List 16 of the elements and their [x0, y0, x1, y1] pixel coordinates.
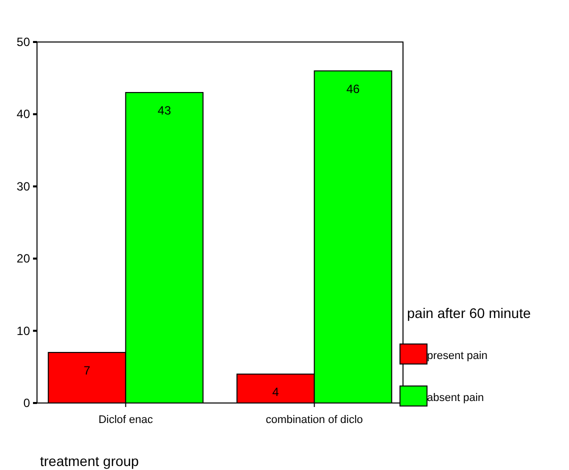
y-tick-label: 0	[23, 396, 30, 410]
y-tick-label: 10	[16, 324, 30, 338]
x-tick-label: combination of diclo	[266, 414, 363, 426]
legend-label: present pain	[427, 350, 488, 362]
data-label: 4	[272, 385, 280, 400]
y-tick-label: 40	[16, 107, 30, 122]
legend-label: absent pain	[427, 392, 484, 404]
legend-title: pain after 60 minute	[407, 305, 531, 321]
y-tick-label: 50	[16, 35, 30, 49]
x-tick-label: Diclof enac	[98, 414, 154, 426]
x-axis-title: treatment group	[40, 453, 140, 469]
y-tick-label: 30	[16, 179, 30, 194]
data-label: 46	[346, 82, 360, 96]
y-tick-label: 20	[16, 252, 30, 266]
data-label: 7	[84, 363, 91, 378]
data-label: 43	[158, 104, 172, 118]
